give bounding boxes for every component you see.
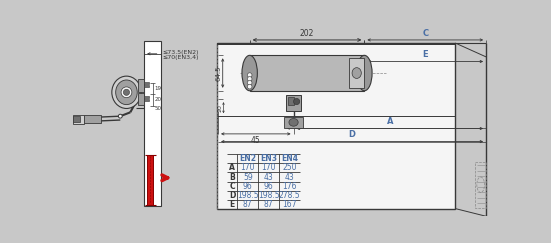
Bar — [144, 99, 149, 101]
Ellipse shape — [289, 119, 298, 126]
Ellipse shape — [118, 114, 122, 118]
Text: 19: 19 — [154, 86, 161, 91]
Bar — [250, 55, 364, 91]
Bar — [144, 82, 149, 84]
Text: EN4: EN4 — [281, 154, 298, 163]
Bar — [217, 43, 455, 44]
Text: D: D — [349, 130, 355, 139]
Ellipse shape — [123, 89, 129, 95]
Ellipse shape — [247, 73, 252, 78]
Text: ≤70(EN3,4): ≤70(EN3,4) — [163, 55, 199, 60]
Text: 96: 96 — [263, 182, 273, 191]
Bar — [349, 58, 364, 88]
Text: 96: 96 — [243, 182, 252, 191]
Bar — [284, 117, 303, 128]
Text: EN2: EN2 — [239, 154, 256, 163]
Text: 250: 250 — [283, 163, 297, 172]
Bar — [288, 97, 294, 105]
Ellipse shape — [247, 80, 252, 85]
Bar — [73, 116, 80, 122]
Ellipse shape — [356, 55, 372, 91]
Text: E: E — [229, 200, 235, 209]
Text: 43: 43 — [263, 173, 273, 182]
Bar — [144, 85, 149, 87]
Text: 20: 20 — [218, 104, 223, 112]
Bar — [144, 41, 161, 206]
Bar — [217, 43, 218, 208]
Text: B: B — [229, 173, 235, 182]
Bar — [217, 43, 455, 208]
Text: 45: 45 — [251, 136, 261, 145]
Bar — [84, 115, 101, 123]
Ellipse shape — [247, 84, 252, 89]
Text: 170: 170 — [240, 163, 255, 172]
Text: 170: 170 — [261, 163, 276, 172]
Text: D: D — [229, 191, 235, 200]
Text: A: A — [229, 163, 235, 172]
Bar — [147, 155, 153, 205]
Bar — [138, 79, 144, 92]
Text: 202: 202 — [300, 29, 314, 38]
Bar — [73, 115, 84, 124]
Text: B: B — [291, 117, 297, 126]
Text: C: C — [229, 182, 235, 191]
Text: EN3: EN3 — [260, 154, 277, 163]
Bar — [138, 93, 144, 105]
Ellipse shape — [242, 55, 257, 91]
Text: 87: 87 — [243, 200, 252, 209]
Text: 176: 176 — [283, 182, 297, 191]
Text: 59: 59 — [243, 173, 252, 182]
Text: 20: 20 — [154, 97, 161, 102]
Ellipse shape — [116, 80, 137, 105]
Ellipse shape — [112, 76, 141, 108]
Text: C: C — [422, 29, 428, 38]
Text: 50: 50 — [154, 106, 161, 111]
Ellipse shape — [352, 68, 361, 78]
Text: 278.5: 278.5 — [279, 191, 300, 200]
Bar — [476, 162, 486, 208]
Text: 87: 87 — [264, 200, 273, 209]
Ellipse shape — [294, 98, 300, 105]
Text: 167: 167 — [283, 200, 297, 209]
Text: 198.5: 198.5 — [258, 191, 279, 200]
Text: A: A — [387, 117, 393, 126]
Text: 198.5: 198.5 — [237, 191, 258, 200]
Bar — [286, 95, 301, 111]
Text: E: E — [423, 50, 428, 59]
Ellipse shape — [247, 77, 252, 81]
Text: ≤73.5(EN2): ≤73.5(EN2) — [163, 50, 199, 55]
Ellipse shape — [121, 87, 132, 98]
Text: 43: 43 — [285, 173, 295, 182]
Bar — [144, 96, 149, 98]
Text: 64.5: 64.5 — [216, 65, 222, 81]
